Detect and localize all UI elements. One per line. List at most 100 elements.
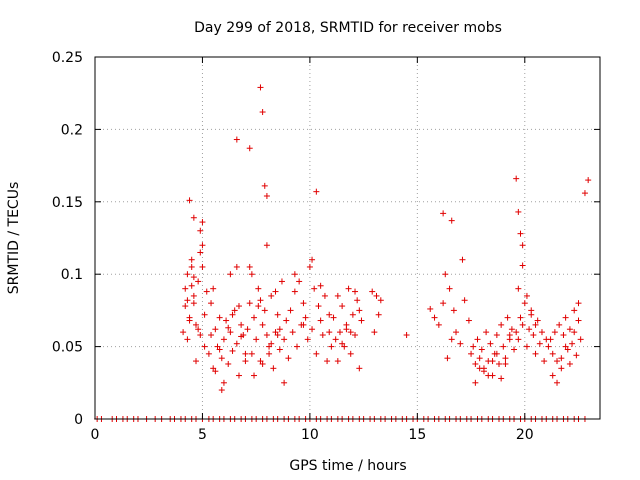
data-point — [317, 282, 324, 289]
data-point — [195, 326, 202, 333]
data-point — [343, 326, 350, 333]
y-tick-label: 0.05 — [52, 340, 83, 356]
y-tick-label: 0.25 — [52, 50, 83, 66]
data-point — [184, 297, 191, 304]
data-point — [257, 84, 264, 91]
data-point — [324, 358, 331, 365]
data-point — [212, 326, 219, 333]
data-point — [220, 379, 227, 386]
data-point — [498, 375, 505, 382]
data-point — [513, 329, 520, 336]
data-point — [519, 242, 526, 249]
data-point — [233, 340, 240, 347]
data-point — [313, 188, 320, 195]
data-point — [182, 285, 189, 292]
data-point — [502, 355, 509, 362]
data-point — [199, 242, 206, 249]
data-point — [549, 372, 556, 379]
data-point — [472, 379, 479, 386]
data-point — [478, 346, 485, 353]
data-point — [551, 329, 558, 336]
data-point — [190, 274, 197, 281]
data-point — [352, 288, 359, 295]
data-point — [208, 300, 215, 307]
data-point — [332, 336, 339, 343]
data-point — [180, 329, 187, 336]
data-point — [489, 358, 496, 365]
data-point — [257, 297, 264, 304]
data-point — [496, 360, 502, 367]
data-point — [188, 256, 195, 263]
data-point — [532, 321, 539, 328]
data-point — [315, 303, 322, 310]
data-point — [519, 262, 526, 269]
data-point — [253, 336, 260, 343]
data-point — [251, 314, 258, 321]
data-point — [184, 336, 191, 343]
data-point — [534, 317, 541, 324]
data-point — [569, 340, 576, 347]
data-point — [461, 297, 468, 304]
data-point — [328, 343, 335, 350]
data-point — [306, 263, 313, 270]
data-point — [263, 193, 270, 200]
data-point — [521, 300, 528, 307]
data-point — [487, 340, 494, 347]
data-point — [218, 387, 225, 394]
data-point — [291, 288, 298, 295]
data-point — [272, 288, 279, 295]
data-point — [444, 355, 451, 362]
data-point — [474, 336, 481, 343]
data-point — [549, 350, 556, 357]
data-point — [283, 317, 290, 324]
data-point — [261, 307, 268, 314]
data-point — [248, 350, 255, 357]
data-point — [309, 326, 316, 333]
data-point — [205, 350, 212, 357]
data-point — [291, 271, 298, 278]
data-point — [263, 332, 270, 339]
data-point — [498, 321, 505, 328]
data-point — [212, 368, 219, 375]
data-point — [233, 136, 240, 143]
data-point — [517, 230, 524, 237]
data-point — [304, 336, 311, 343]
data-point — [259, 109, 266, 116]
data-point — [326, 329, 333, 336]
data-point — [246, 145, 253, 152]
data-point — [468, 350, 475, 357]
data-point — [538, 329, 545, 336]
data-point — [208, 332, 215, 339]
data-point — [493, 350, 500, 357]
axis-ticks — [94, 56, 600, 420]
data-point — [188, 263, 195, 270]
data-point — [238, 333, 245, 340]
data-point — [515, 285, 522, 292]
data-point — [199, 219, 206, 226]
grid-lines — [95, 57, 600, 419]
data-point — [201, 311, 208, 318]
data-point — [558, 365, 565, 372]
data-point — [300, 321, 307, 328]
chart-title: Day 299 of 2018, SRMTID for receiver mob… — [194, 20, 502, 36]
data-point — [238, 321, 245, 328]
data-point — [435, 321, 442, 328]
x-tick-label: 15 — [408, 427, 426, 443]
data-point — [225, 324, 232, 331]
data-point — [274, 332, 281, 339]
data-point — [373, 292, 380, 299]
data-point — [356, 307, 363, 314]
data-point — [259, 360, 266, 367]
data-point — [268, 340, 275, 347]
data-point — [227, 271, 234, 278]
data-point — [210, 285, 217, 292]
data-point — [287, 307, 294, 314]
data-point — [508, 326, 515, 333]
data-point — [302, 314, 309, 321]
y-axis-label: SRMTID / TECUs — [6, 182, 22, 295]
data-point — [321, 292, 328, 299]
data-point — [347, 329, 354, 336]
data-point — [448, 336, 455, 343]
data-point — [309, 256, 316, 263]
data-point — [259, 321, 266, 328]
